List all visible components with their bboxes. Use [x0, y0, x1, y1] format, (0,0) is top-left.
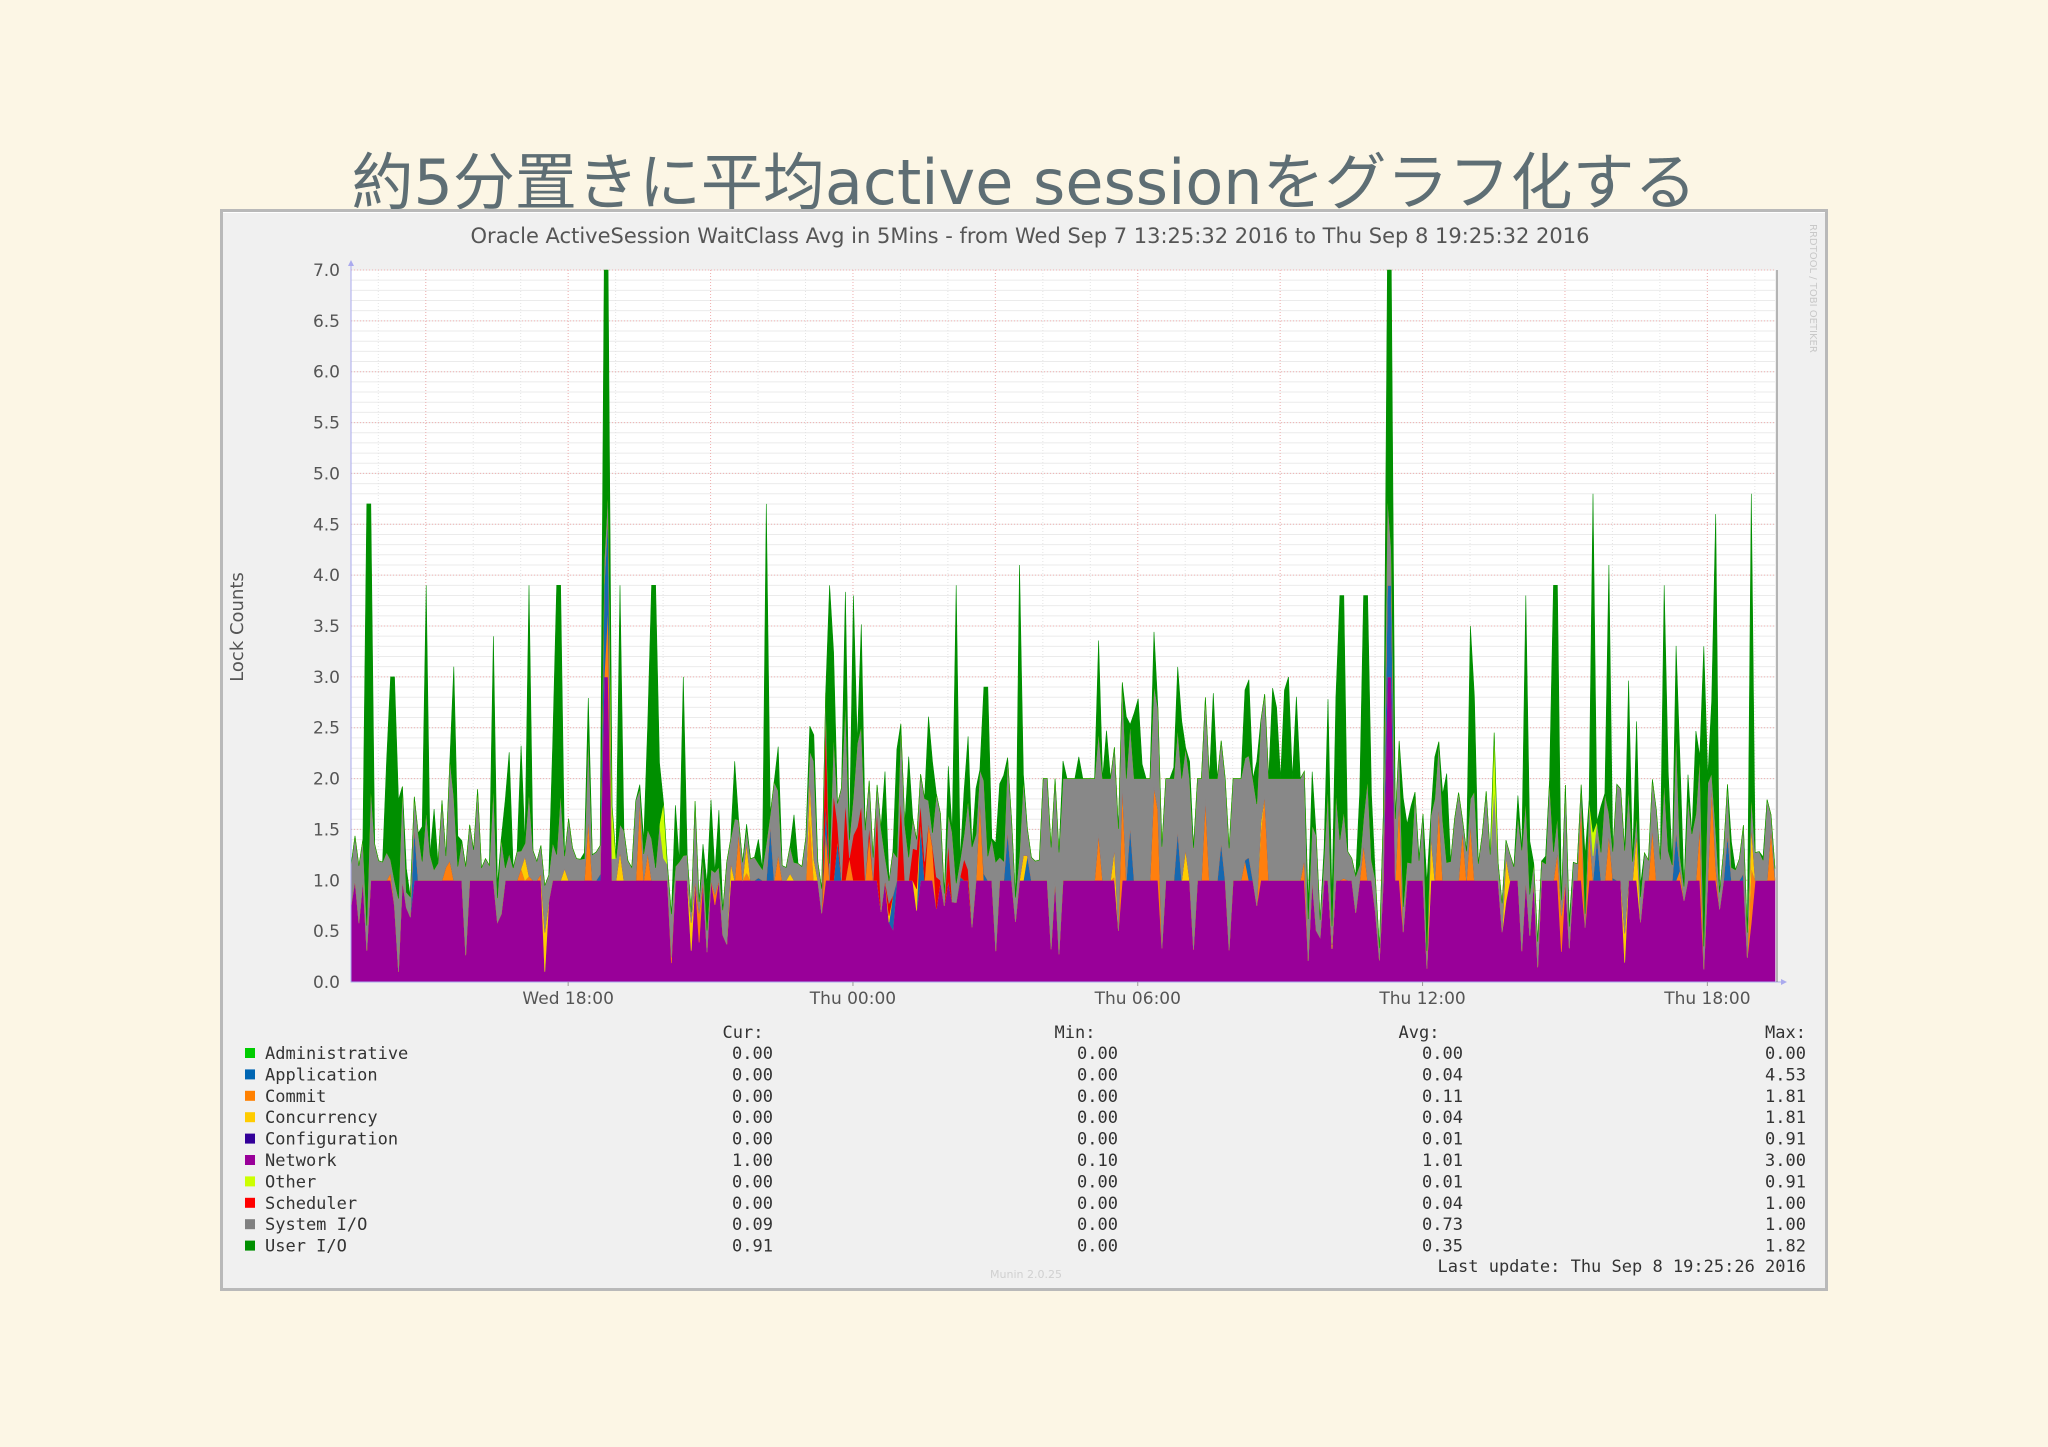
- legend-swatch: [245, 1219, 255, 1230]
- legend-value-cur: 0.00: [732, 1065, 773, 1085]
- munin-graph-panel: Oracle ActiveSession WaitClass Avg in 5M…: [220, 209, 1828, 1291]
- last-update: Last update: Thu Sep 8 19:25:26 2016: [1438, 1257, 1806, 1277]
- legend-value-min: 0.00: [1077, 1172, 1118, 1192]
- legend-value-cur: 0.00: [732, 1172, 773, 1192]
- legend-value-avg: 0.11: [1422, 1087, 1463, 1107]
- legend-swatch: [245, 1112, 255, 1123]
- legend-value-avg: 0.04: [1422, 1065, 1463, 1085]
- x-tick-label: Thu 18:00: [1663, 989, 1750, 1009]
- legend-name: System I/O: [265, 1215, 367, 1235]
- legend-value-min: 0.00: [1077, 1087, 1118, 1107]
- legend-value-min: 0.00: [1077, 1044, 1118, 1064]
- axes: 0.0 0.5 1.0 1.5 2.0 2.5 3.0 3.5 4.0 4.5 5.0 5.5 6.0 6…: [313, 260, 1787, 1009]
- y-tick-label: 2.5: [313, 719, 340, 739]
- x-axis-arrow: [1781, 979, 1787, 985]
- munin-version: Munin 2.0.25: [990, 1268, 1062, 1281]
- legend-value-max: 1.00: [1765, 1194, 1806, 1214]
- rrdtool-watermark: RRDTOOL / TOBI OETIKER: [1807, 224, 1818, 353]
- chart-svg: Oracle ActiveSession WaitClass Avg in 5M…: [227, 224, 1818, 1281]
- y-tick-label: 5.0: [313, 464, 340, 484]
- legend-value-max: 0.00: [1765, 1044, 1806, 1064]
- legend-value-min: 0.00: [1077, 1215, 1118, 1235]
- legend-name: Configuration: [265, 1130, 398, 1150]
- y-axis-label: Lock Counts: [227, 572, 248, 682]
- legend-value-avg: 0.00: [1422, 1044, 1463, 1064]
- legend-value-cur: 0.00: [732, 1194, 773, 1214]
- legend-value-min: 0.00: [1077, 1065, 1118, 1085]
- y-tick-label: 4.0: [313, 566, 340, 586]
- stacked-areas: [350, 269, 1776, 983]
- legend-header-max: Max:: [1765, 1023, 1806, 1043]
- x-tick-label: Thu 00:00: [809, 989, 896, 1009]
- legend-swatch: [245, 1069, 255, 1080]
- legend-value-avg: 0.04: [1422, 1108, 1463, 1128]
- legend-value-max: 4.53: [1765, 1065, 1806, 1085]
- y-tick-label: 4.5: [313, 515, 340, 535]
- legend-swatch: [245, 1155, 255, 1165]
- y-tick-label: 6.5: [313, 312, 340, 332]
- y-tick-label: 5.5: [313, 414, 340, 434]
- legend-value-min: 0.10: [1077, 1151, 1118, 1171]
- legend-value-cur: 0.00: [732, 1108, 773, 1128]
- y-axis-arrow: [348, 260, 354, 266]
- legend-value-min: 0.00: [1077, 1130, 1118, 1150]
- legend-value-avg: 0.01: [1422, 1172, 1463, 1192]
- y-tick-label: 7.0: [313, 261, 340, 281]
- y-tick-label: 0.5: [313, 922, 340, 942]
- legend-header-min: Min:: [1055, 1023, 1096, 1043]
- slide-title: 約5分置きに平均active sessionをグラフ化する: [351, 146, 1697, 219]
- legend-value-avg: 0.73: [1422, 1215, 1463, 1235]
- y-tick-label: 3.5: [313, 617, 340, 637]
- y-tick-label: 2.0: [313, 770, 340, 790]
- legend-swatch: [245, 1197, 255, 1208]
- legend-value-max: 1.81: [1765, 1087, 1806, 1107]
- legend-name: Commit: [265, 1087, 326, 1107]
- x-tick-label: Wed 18:00: [522, 989, 613, 1009]
- legend-value-max: 1.82: [1765, 1237, 1806, 1257]
- panel-highlight: [223, 212, 1825, 213]
- legend-name: Other: [265, 1172, 316, 1192]
- x-tick-label: Thu 12:00: [1378, 989, 1465, 1009]
- y-tick-label: 0.0: [313, 973, 340, 993]
- legend-value-cur: 0.00: [732, 1044, 773, 1064]
- legend-value-max: 0.91: [1765, 1172, 1806, 1192]
- y-tick-label: 1.5: [313, 820, 340, 840]
- y-tick-label: 1.0: [313, 871, 340, 891]
- legend-value-cur: 1.00: [732, 1151, 773, 1171]
- legend: Cur: Min: Avg: Max:Administrative 0.00 0.00 0.…: [245, 1023, 1806, 1257]
- legend-value-avg: 1.01: [1422, 1151, 1463, 1171]
- legend-value-max: 3.00: [1765, 1151, 1806, 1171]
- legend-name: Administrative: [265, 1044, 408, 1064]
- legend-name: Application: [265, 1065, 378, 1085]
- legend-value-max: 1.81: [1765, 1108, 1806, 1128]
- x-tick-label: Thu 06:00: [1094, 989, 1181, 1009]
- legend-value-cur: 0.00: [732, 1087, 773, 1107]
- legend-value-avg: 0.01: [1422, 1130, 1463, 1150]
- legend-value-max: 1.00: [1765, 1215, 1806, 1235]
- legend-name: Concurrency: [265, 1108, 378, 1128]
- legend-value-max: 0.91: [1765, 1130, 1806, 1150]
- legend-header-cur: Cur:: [723, 1023, 764, 1043]
- legend-swatch: [245, 1090, 255, 1101]
- legend-name: User I/O: [265, 1237, 347, 1257]
- legend-value-min: 0.00: [1077, 1237, 1118, 1257]
- legend-value-cur: 0.09: [732, 1215, 773, 1235]
- legend-swatch: [245, 1133, 255, 1144]
- legend-name: Scheduler: [265, 1194, 357, 1214]
- legend-swatch: [245, 1176, 255, 1187]
- legend-value-min: 0.00: [1077, 1194, 1118, 1214]
- legend-name: Network: [265, 1151, 337, 1171]
- y-tick-label: 6.0: [313, 363, 340, 383]
- graph-title: Oracle ActiveSession WaitClass Avg in 5M…: [471, 224, 1590, 248]
- legend-value-cur: 0.00: [732, 1130, 773, 1150]
- legend-swatch: [245, 1048, 255, 1058]
- y-tick-label: 3.0: [313, 668, 340, 688]
- legend-header-avg: Avg:: [1399, 1023, 1440, 1043]
- legend-value-avg: 0.04: [1422, 1194, 1463, 1214]
- area-user-i-o: [350, 269, 1776, 952]
- legend-swatch: [245, 1240, 255, 1251]
- legend-value-avg: 0.35: [1422, 1237, 1463, 1257]
- legend-value-cur: 0.91: [732, 1237, 773, 1257]
- legend-value-min: 0.00: [1077, 1108, 1118, 1128]
